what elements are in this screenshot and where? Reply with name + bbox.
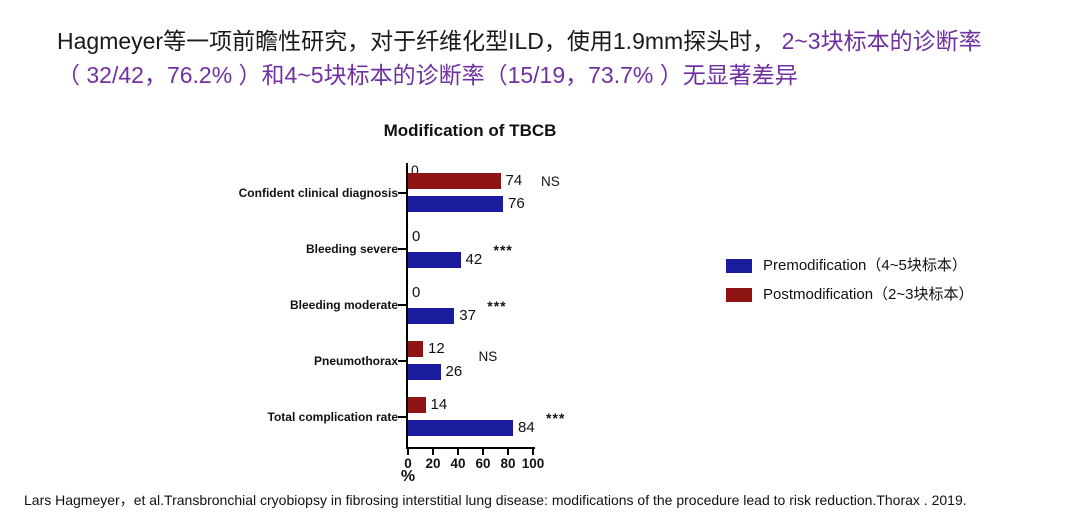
bar-value-label: 37 — [459, 307, 476, 324]
x-axis-unit-label: % — [400, 468, 416, 485]
x-tick-label: 80 — [500, 456, 516, 471]
significance-label: *** — [546, 410, 566, 426]
x-tick — [507, 449, 509, 455]
bar-premodification — [408, 252, 461, 268]
category-tick — [398, 304, 407, 306]
significance-label: NS — [541, 174, 560, 189]
category-label: Bleeding severe — [305, 242, 398, 256]
legend-item-postmodification: Postmodification（2~3块标本） — [726, 287, 974, 303]
bar-value-label: 14 — [430, 396, 448, 413]
bar-value-label: 12 — [428, 340, 445, 357]
bar-premodification — [408, 308, 455, 324]
x-axis — [406, 447, 535, 449]
headline-purple-text-line1: 2~3块标本的诊断率 — [775, 28, 982, 54]
bar-value-label: 26 — [445, 363, 463, 380]
chart-title: Modification of TBCB — [383, 121, 557, 140]
bar-value-label: 74 — [505, 172, 523, 189]
x-tick — [482, 449, 484, 455]
category-label: Total complication rate — [267, 410, 398, 424]
bar-premodification — [408, 364, 441, 380]
bar-premodification — [408, 196, 503, 212]
category-tick — [398, 416, 407, 418]
x-tick — [432, 449, 434, 455]
headline: Hagmeyer等一项前瞻性研究，对于纤维化型ILD，使用1.9mm探头时， 2… — [57, 24, 1047, 92]
legend-label-postmodification: Postmodification（2~3块标本） — [763, 286, 974, 303]
zero-value-label: 0 — [412, 228, 421, 245]
category-tick — [398, 360, 407, 362]
x-tick — [457, 449, 459, 455]
category-label: Confident clinical diagnosis — [238, 186, 398, 200]
x-tick-label: 40 — [450, 456, 466, 471]
x-tick-label: 20 — [425, 456, 441, 471]
y-axis — [406, 163, 408, 449]
x-tick — [532, 449, 534, 455]
x-tick — [407, 449, 409, 455]
bar-postmodification — [408, 397, 426, 413]
bar-value-label: 76 — [508, 195, 525, 212]
significance-label: *** — [487, 298, 507, 314]
bar-value-label: 84 — [518, 419, 535, 436]
bar-postmodification — [408, 341, 423, 357]
x-tick-label: 60 — [475, 456, 491, 471]
headline-purple-text-line2: （ 32/42，76.2% ）和4~5块标本的诊断率（15/19，73.7% ）… — [57, 62, 798, 88]
bar-value-label: 42 — [465, 251, 483, 268]
legend-label-premodification: Premodification（4~5块标本） — [763, 257, 967, 274]
x-tick-label: 0 — [404, 456, 412, 471]
category-tick — [398, 192, 407, 194]
bar-premodification — [408, 420, 513, 436]
headline-black-text: Hagmeyer等一项前瞻性研究，对于纤维化型ILD，使用1.9mm探头时， — [57, 28, 776, 54]
legend: Premodification（4~5块标本） Postmodification… — [726, 258, 974, 316]
legend-item-premodification: Premodification（4~5块标本） — [726, 258, 974, 274]
significance-label: NS — [478, 349, 498, 364]
bar-postmodification — [408, 173, 501, 189]
x-tick-label: 100 — [521, 456, 545, 471]
legend-swatch-premodification — [726, 259, 752, 273]
significance-label: *** — [493, 242, 513, 258]
zero-value-label: 0 — [412, 284, 421, 301]
category-tick — [398, 248, 407, 250]
category-label: Bleeding moderate — [289, 298, 398, 312]
legend-swatch-postmodification — [726, 288, 752, 302]
category-label: Pneumothorax — [313, 354, 398, 368]
stray-zero-annotation: 0 — [411, 162, 419, 178]
citation: Lars Hagmeyer，et al.Transbronchial cryob… — [24, 492, 967, 508]
